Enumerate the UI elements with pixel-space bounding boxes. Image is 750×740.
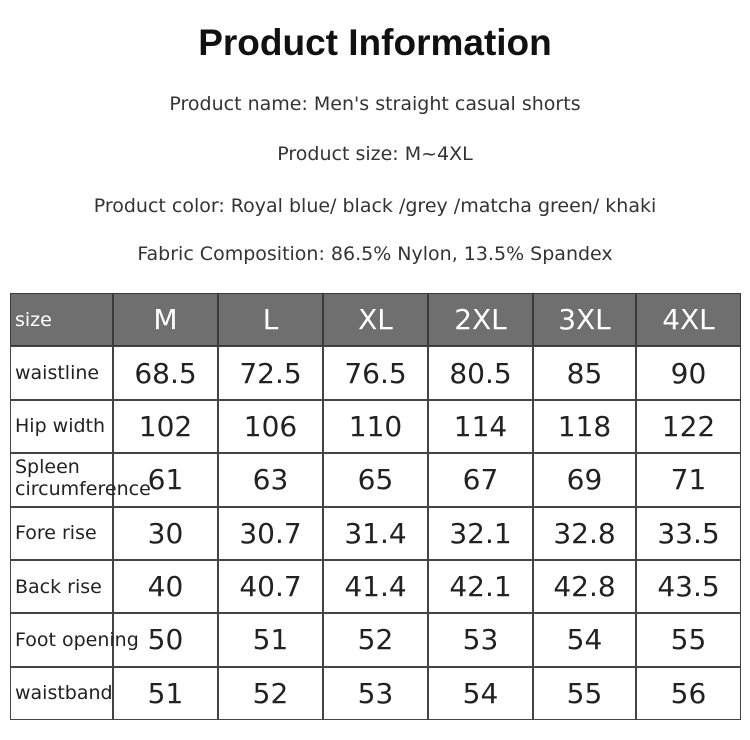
table-cell: 56: [636, 666, 741, 720]
table-cell: 52: [218, 666, 323, 720]
table-cell: 53: [323, 666, 428, 720]
table-cell: 50: [113, 613, 218, 667]
title: Product Information: [198, 22, 552, 63]
table-cell: 30: [113, 506, 218, 560]
row-label: Foot opening: [10, 613, 139, 667]
table-cell: 71: [636, 453, 741, 507]
table-cell: 106: [218, 399, 323, 454]
table-cell: 67: [428, 453, 533, 507]
table-cell: 55: [636, 613, 741, 667]
table-cell: 40: [113, 559, 218, 614]
row-label: waistline: [10, 346, 113, 400]
column-header: 4XL: [636, 293, 741, 347]
row-label: Spleen circumference: [10, 453, 151, 507]
table-cell: 72.5: [218, 346, 323, 400]
table-cell: 40.7: [218, 559, 323, 614]
info-line: Product color: Royal blue/ black /grey /…: [93, 195, 657, 217]
info-line: Fabric Composition: 86.5% Nylon, 13.5% S…: [137, 243, 613, 265]
table-cell: 43.5: [636, 559, 741, 614]
table-cell: 54: [428, 666, 533, 720]
table-cell: 53: [428, 613, 533, 667]
table-cell: 90: [636, 346, 741, 400]
table-cell: 32.1: [428, 506, 533, 560]
table-cell: 85: [533, 346, 636, 400]
table-cell: 32.8: [533, 506, 636, 560]
table-cell: 68.5: [113, 346, 218, 400]
table-cell: 110: [323, 399, 428, 454]
table-cell: 33.5: [636, 506, 741, 560]
row-label: Back rise: [10, 559, 113, 614]
column-header: size: [10, 293, 113, 347]
row-label: waistband: [10, 666, 113, 720]
table-cell: 76.5: [323, 346, 428, 400]
info-line: Product size: M~4XL: [277, 143, 473, 165]
table-cell: 61: [113, 453, 218, 507]
table-cell: 52: [323, 613, 428, 667]
info-line: Product name: Men's straight casual shor…: [169, 93, 581, 115]
table-cell: 118: [533, 399, 636, 454]
row-label: Fore rise: [10, 506, 113, 560]
table-cell: 30.7: [218, 506, 323, 560]
table-cell: 63: [218, 453, 323, 507]
size-table: size M L XL 2XL 3XL 4XL waistline 68.5 72.5 76.5 80…: [10, 293, 741, 720]
table-cell: 51: [113, 666, 218, 720]
row-label: Hip width: [10, 399, 113, 454]
table-cell: 102: [113, 399, 218, 454]
column-header: 2XL: [428, 293, 533, 347]
table-cell: 65: [323, 453, 428, 507]
column-header: M: [113, 293, 218, 347]
table-cell: 51: [218, 613, 323, 667]
table-cell: 69: [533, 453, 636, 507]
table-cell: 80.5: [428, 346, 533, 400]
table-cell: 54: [533, 613, 636, 667]
table-cell: 55: [533, 666, 636, 720]
table-cell: 122: [636, 399, 741, 454]
table-cell: 42.1: [428, 559, 533, 614]
column-header: 3XL: [533, 293, 636, 347]
table-cell: 31.4: [323, 506, 428, 560]
table-cell: 114: [428, 399, 533, 454]
column-header: XL: [323, 293, 428, 347]
column-header: L: [218, 293, 323, 347]
table-cell: 41.4: [323, 559, 428, 614]
table-cell: 42.8: [533, 559, 636, 614]
